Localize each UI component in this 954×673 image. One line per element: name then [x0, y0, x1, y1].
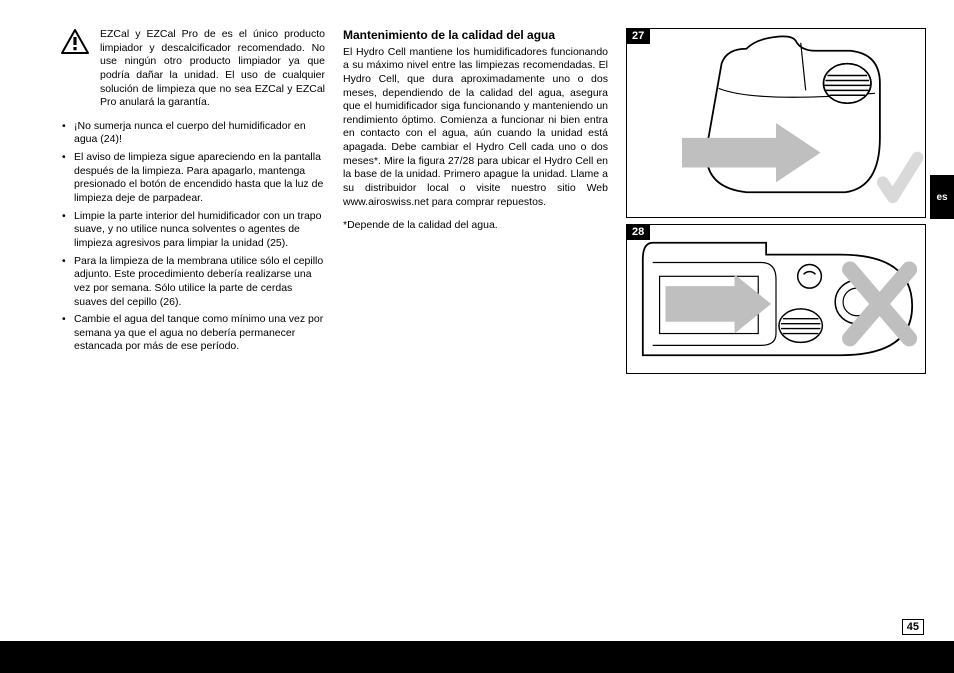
list-item: Cambie el agua del tanque como mínimo un…	[60, 313, 325, 354]
page-number: 45	[902, 619, 924, 635]
list-item: Para la limpieza de la membrana utilice …	[60, 255, 325, 310]
language-tab: es	[930, 175, 954, 219]
figure-28: 28	[626, 224, 926, 374]
footer-bar	[0, 641, 954, 673]
column-3: 27	[626, 28, 926, 613]
warning-text: EZCal y EZCal Pro de es el único product…	[100, 28, 325, 110]
warning-icon	[60, 28, 90, 110]
section-body: El Hydro Cell mantiene los humidificador…	[343, 46, 608, 210]
figure-badge: 27	[626, 28, 650, 44]
column-2: Mantenimiento de la calidad del agua El …	[343, 28, 608, 613]
page-content: EZCal y EZCal Pro de es el único product…	[60, 28, 926, 613]
footnote: *Depende de la calidad del agua.	[343, 219, 608, 233]
bullet-list: ¡No sumerja nunca el cuerpo del humidifi…	[60, 120, 325, 354]
section-title: Mantenimiento de la calidad del agua	[343, 28, 608, 44]
list-item: El aviso de limpieza sigue apareciendo e…	[60, 151, 325, 206]
figure-27-svg	[627, 29, 925, 217]
warning-block: EZCal y EZCal Pro de es el único product…	[60, 28, 325, 110]
list-item: ¡No sumerja nunca el cuerpo del humidifi…	[60, 120, 325, 147]
list-item: Limpie la parte interior del humidificad…	[60, 210, 325, 251]
column-1: EZCal y EZCal Pro de es el único product…	[60, 28, 325, 613]
figure-27: 27	[626, 28, 926, 218]
figure-28-svg	[627, 225, 925, 373]
figure-badge: 28	[626, 224, 650, 240]
